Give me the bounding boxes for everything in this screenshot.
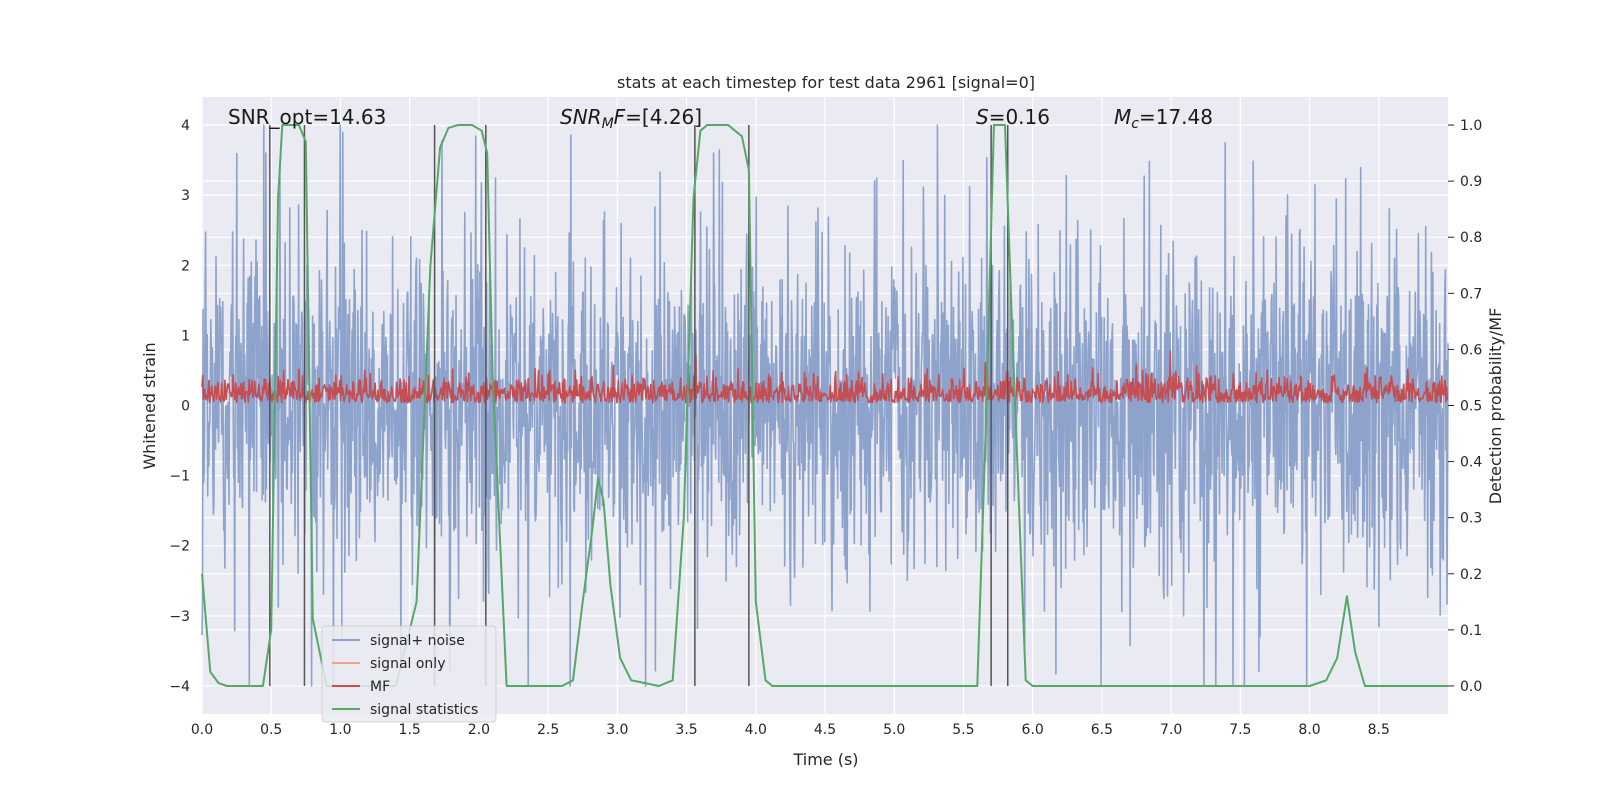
x-axis-ticks: 0.0 0.5 1.0 1.5 2.0 2.5 3.0 3.5 4.0 4.5 5.0 5.5 6.0 6…: [191, 722, 1390, 738]
y-right-tick-label: 0.0: [1460, 679, 1482, 695]
legend-label-mf: MF: [370, 679, 390, 695]
x-tick-label: 6.0: [1022, 722, 1044, 738]
y-right-tick-label: 0.5: [1460, 399, 1482, 415]
legend-label-signal-statistics: signal statistics: [370, 702, 478, 718]
y-right-tick-label: 1.0: [1460, 118, 1482, 134]
y-left-tick-label: 0: [181, 399, 190, 415]
x-tick-label: 1.5: [399, 722, 421, 738]
y-right-tick-label: 0.2: [1460, 567, 1482, 583]
legend-label-signal-noise: signal+ noise: [370, 633, 465, 649]
mf-line: [201, 350, 1449, 404]
x-axis-label: Time (s): [792, 750, 858, 769]
x-tick-label: 3.5: [675, 722, 697, 738]
legend: signal+ noise signal only MF signal stat…: [321, 625, 497, 723]
x-tick-label: 5.5: [952, 722, 974, 738]
legend-box: [321, 625, 497, 723]
y-left-tick-label: −3: [169, 609, 190, 625]
x-tick-label: 8.0: [1298, 722, 1320, 738]
chart-title: stats at each timestep for test data 296…: [617, 73, 1035, 92]
y-left-tick-label: −1: [169, 469, 190, 485]
x-tick-label: 1.0: [329, 722, 351, 738]
y-right-tick-label: 0.1: [1460, 623, 1482, 639]
y-left-tick-label: 1: [181, 328, 190, 344]
x-tick-label: 5.0: [883, 722, 905, 738]
signal-statistics-line: [201, 124, 1448, 687]
x-tick-label: 4.5: [814, 722, 836, 738]
legend-label-signal-only: signal only: [370, 656, 445, 672]
x-tick-label: 2.5: [537, 722, 559, 738]
y-left-tick-label: 4: [181, 118, 190, 134]
series-signal-statistics: [201, 124, 1448, 687]
annotation-mc: Mc=17.48: [1114, 105, 1213, 132]
y-axis-right-ticks: 0.0 0.1 0.2 0.3 0.4 0.5 0.6 0.7 0.8 0.9 1.0: [1448, 118, 1482, 695]
x-tick-label: 4.0: [745, 722, 767, 738]
x-tick-label: 7.0: [1160, 722, 1182, 738]
annotation-s: S=0.16: [976, 105, 1050, 129]
y-axis-left-ticks: −4 −3 −2 −1 0 1 2 3 4: [169, 118, 190, 695]
y-right-tick-label: 0.6: [1460, 342, 1482, 358]
x-tick-label: 2.0: [468, 722, 490, 738]
x-tick-label: 0.5: [260, 722, 282, 738]
y-right-tick-label: 0.3: [1460, 511, 1482, 527]
x-tick-label: 8.5: [1368, 722, 1390, 738]
y-axis-right-label: Detection probability/MF: [1486, 308, 1505, 505]
annotation-snr-opt: SNR_opt=14.63: [228, 105, 386, 129]
y-right-tick-label: 0.9: [1460, 174, 1482, 190]
x-tick-label: 3.0: [606, 722, 628, 738]
annotation-snr-mf: SNRMF=[4.26]: [560, 105, 702, 132]
series-mf: [201, 350, 1449, 404]
y-left-tick-label: −4: [169, 679, 190, 695]
x-tick-label: 7.5: [1229, 722, 1251, 738]
y-left-tick-label: −2: [169, 539, 190, 555]
y-right-tick-label: 0.8: [1460, 230, 1482, 246]
y-axis-left-label: Whitened strain: [140, 342, 159, 469]
x-tick-label: 0.0: [191, 722, 213, 738]
y-left-tick-label: 2: [181, 258, 190, 274]
y-right-tick-label: 0.7: [1460, 286, 1482, 302]
y-left-tick-label: 3: [181, 188, 190, 204]
x-tick-label: 6.5: [1091, 722, 1113, 738]
y-right-tick-label: 0.4: [1460, 455, 1482, 471]
